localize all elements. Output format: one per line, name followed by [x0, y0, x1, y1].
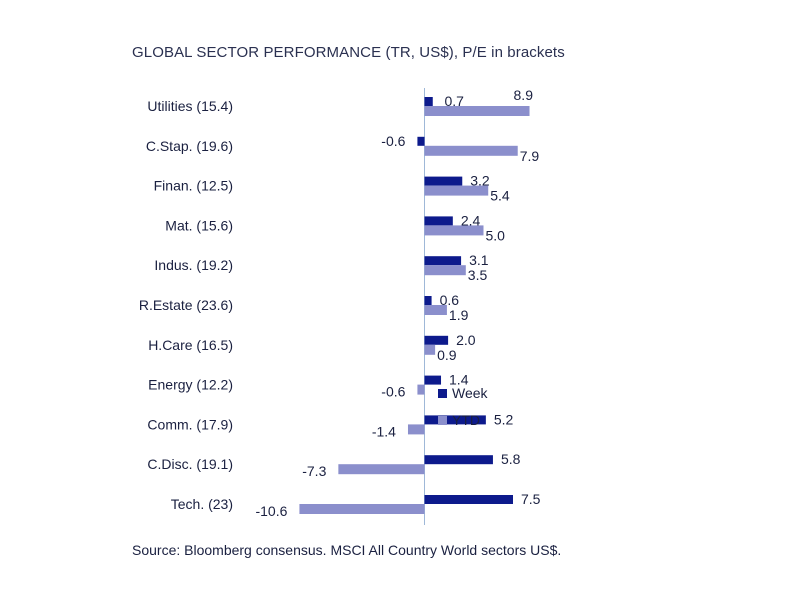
bar-ytd: [299, 504, 425, 514]
chart-title: GLOBAL SECTOR PERFORMANCE (TR, US$), P/E…: [132, 44, 565, 61]
bar-week: [424, 375, 442, 385]
bar-week: [417, 136, 425, 146]
data-label-ytd: 5.0: [486, 227, 506, 243]
bar-week: [424, 455, 493, 465]
bar-ytd: [424, 225, 484, 236]
data-label-ytd: 5.4: [490, 188, 510, 204]
legend-swatch-week: [438, 389, 447, 398]
data-label-week: 0.6: [440, 292, 460, 308]
bar-week: [424, 97, 433, 106]
category-label: C.Disc. (19.1): [147, 456, 233, 472]
data-label-ytd: 0.9: [437, 347, 457, 363]
data-label-week: 2.0: [456, 332, 476, 348]
bar-week: [424, 495, 513, 504]
category-label: Tech. (23): [171, 496, 233, 512]
bar-ytd: [424, 185, 489, 196]
bar-ytd: [424, 305, 447, 315]
bar-ytd: [424, 145, 518, 156]
data-label-week: 2.4: [461, 212, 481, 228]
bar-week: [424, 256, 462, 266]
bar-ytd: [417, 384, 425, 395]
category-label: Finan. (12.5): [154, 178, 233, 194]
data-label-week: 5.8: [501, 451, 521, 467]
legend-swatch-ytd: [438, 416, 447, 425]
data-label-ytd: -0.6: [381, 384, 405, 400]
data-label-ytd: -1.4: [372, 423, 396, 439]
bar-week: [424, 176, 463, 186]
category-label: Comm. (17.9): [147, 416, 233, 432]
data-label-week: -0.6: [381, 133, 405, 149]
data-label-week: 1.4: [449, 372, 469, 388]
category-label: Utilities (15.4): [147, 98, 233, 114]
data-label-week: 5.2: [494, 411, 514, 427]
data-label-ytd: -10.6: [255, 503, 287, 519]
data-label-ytd: 8.9: [514, 87, 534, 103]
data-label-ytd: 7.9: [520, 148, 540, 164]
legend-label-ytd: YTD: [452, 412, 480, 428]
bar-ytd: [407, 424, 425, 435]
category-label: H.Care (16.5): [148, 337, 233, 353]
chart-source: Source: Bloomberg consensus. MSCI All Co…: [132, 542, 562, 558]
category-label: C.Stap. (19.6): [146, 138, 233, 154]
bar-week: [424, 335, 449, 345]
bar-ytd: [338, 464, 425, 475]
category-label: Mat. (15.6): [165, 217, 233, 233]
category-label: R.Estate (23.6): [139, 297, 233, 313]
category-label: Energy (12.2): [148, 377, 233, 393]
bar-week: [424, 296, 432, 305]
data-label-ytd: -7.3: [302, 463, 326, 479]
data-label-ytd: 1.9: [449, 307, 469, 323]
data-label-week: 0.7: [445, 93, 465, 109]
bar-ytd: [424, 265, 466, 276]
category-label: Indus. (19.2): [154, 257, 233, 273]
data-label-week: 3.2: [470, 173, 490, 189]
bar-week: [424, 415, 486, 425]
data-label-ytd: 3.5: [468, 267, 488, 283]
legend-label-week: Week: [452, 385, 489, 401]
data-label-week: 7.5: [521, 491, 541, 507]
bar-week: [424, 216, 453, 226]
bar-ytd: [424, 106, 530, 116]
bar-ytd: [424, 344, 436, 355]
data-label-week: 3.1: [469, 252, 489, 268]
